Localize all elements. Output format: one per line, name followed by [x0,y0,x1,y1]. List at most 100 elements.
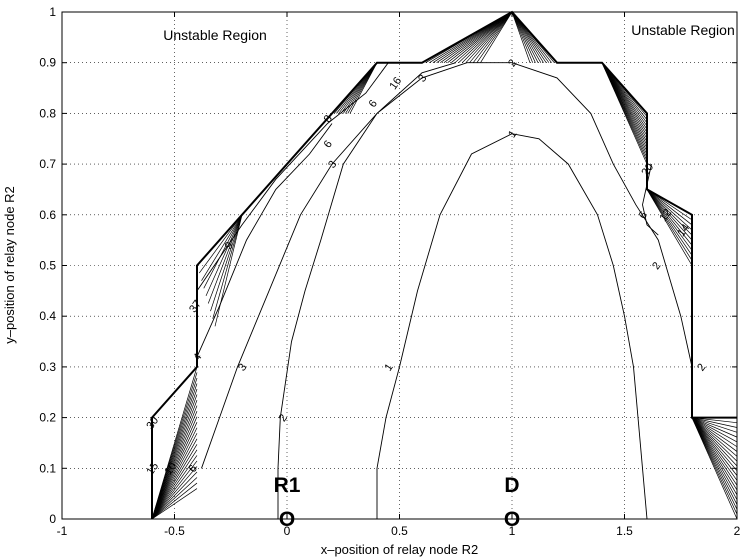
contour-lines [196,62,693,520]
dense-contour-left-mid [205,214,243,297]
stability-boundary [151,10,737,519]
dense-contour-peak-left [480,11,513,63]
dense-contour-left-mid [203,214,243,289]
dense-contour-right-mid [646,189,693,261]
dense-contour-peak-left [447,11,513,63]
x-tick-label: -0.5 [164,524,185,538]
dense-contour-right-mid [646,189,693,256]
y-tick-label: 0.7 [39,157,56,171]
dense-contour-right-mid [646,189,693,266]
dense-contour-peak-left [469,11,513,63]
dense-contour-right-low [691,417,738,467]
dense-contour-right-low [691,417,738,433]
y-axis-label: y–position of relay node R2 [2,186,17,344]
dense-contour-right-low [691,417,738,452]
dense-contour-peak-left [436,11,513,63]
dense-contour-left-low [151,477,198,520]
contour-label: 6 [322,138,335,150]
y-tick-label: 1 [49,5,56,19]
dense-contour-right-low [691,417,738,438]
x-tick-label: 2 [734,524,741,538]
contour-label: 12 [657,207,674,224]
y-tick-label: 0.8 [39,106,56,120]
dense-contour-peak-right [511,11,539,63]
y-tick-label: 0.1 [39,461,56,475]
y-tick-label: 0.6 [39,208,56,222]
dense-contour-peak-right [511,11,531,63]
dense-contour-peak-right [511,11,534,63]
contour-label: 14 [675,222,692,239]
contour-label: 20 [639,161,656,178]
contour-label: 9 [223,240,236,252]
contour-label: 3 [416,73,429,85]
contour-label: 2 [695,362,708,374]
dense-contour-right-mid [646,189,693,241]
dense-contour-peak-right [511,11,550,63]
dense-contour-left-mid [207,214,243,304]
dense-contour-peak-left [461,11,513,63]
dense-contour-right-low [691,417,738,481]
dense-contour-left-low [151,411,198,520]
dense-contour-left-low [151,455,198,520]
dense-contour-left-low [151,444,198,520]
dense-contour-right-low [691,417,738,486]
unstable-region-label-right: Unstable Region [631,22,735,38]
contour-label: 8 [322,113,335,125]
dense-contour-left-low [151,416,198,520]
node-d-marker: O [504,508,520,531]
node-d-label: D [504,474,519,497]
dense-contour-left-low [151,433,198,520]
dense-contour-peak-left [440,11,513,63]
dense-contour-left-low [151,438,198,520]
dense-contour-left-mid [210,214,243,312]
contour-label: 1 [382,362,395,374]
unstable-region-label-left: Unstable Region [163,27,267,43]
dense-contour-left-low [151,405,198,520]
contour-label: 37 [187,298,204,315]
contour-line-level-3 [201,62,456,469]
contour-line-level-1 [376,133,648,520]
dense-contour-right-low [691,417,738,472]
contour-label: 2 [277,412,290,424]
dense-contour-peak-left [472,11,513,63]
contour-line-level-4 [196,123,333,357]
dense-contour-peak-left [458,11,513,63]
contour-label: 3 [236,362,249,374]
dense-contour-peak-left [451,11,513,63]
dense-contour-left-low [151,460,198,520]
dense-contour-peak-right [511,11,544,63]
dense-contour-right-low [691,417,738,448]
dense-contour-peak-left [465,11,513,63]
dense-contour-peak-right [511,11,547,63]
x-axis-label: x–position of relay node R2 [321,542,479,557]
x-tick-label: 1.5 [616,524,633,538]
dense-contour-right-mid [646,189,693,236]
dense-contour-left-low [151,466,198,520]
dense-contour-right-low [691,417,738,443]
y-tick-label: 0 [49,512,56,526]
y-tick-label: 0.3 [39,360,56,374]
dense-contour-peak-right [511,11,536,63]
contour-label: 2 [506,57,519,69]
dense-contour-right-low [691,417,738,515]
dense-contour-upper-left [349,62,378,114]
stable-region-boundary [151,10,737,519]
dense-contour-right-upper [601,62,648,165]
contour-line-level-2 [277,62,693,519]
x-tick-label: -1 [57,524,68,538]
contour-label: 6 [367,98,380,110]
x-tick-label: 0 [284,524,291,538]
dense-contour-left-low [151,427,198,520]
dense-contour-peak-left [476,11,513,63]
contour-label: 2 [650,260,663,272]
node-r1-label: R1 [274,474,301,497]
contour-label: 4 [191,351,204,363]
contour-label: 15 [144,460,161,477]
contour-label: 16 [387,75,404,92]
x-tick-label: 0.5 [391,524,408,538]
dense-contour-right-low [691,417,738,505]
y-tick-label: 0.5 [39,259,56,273]
dense-contour-left-mid [214,214,243,327]
